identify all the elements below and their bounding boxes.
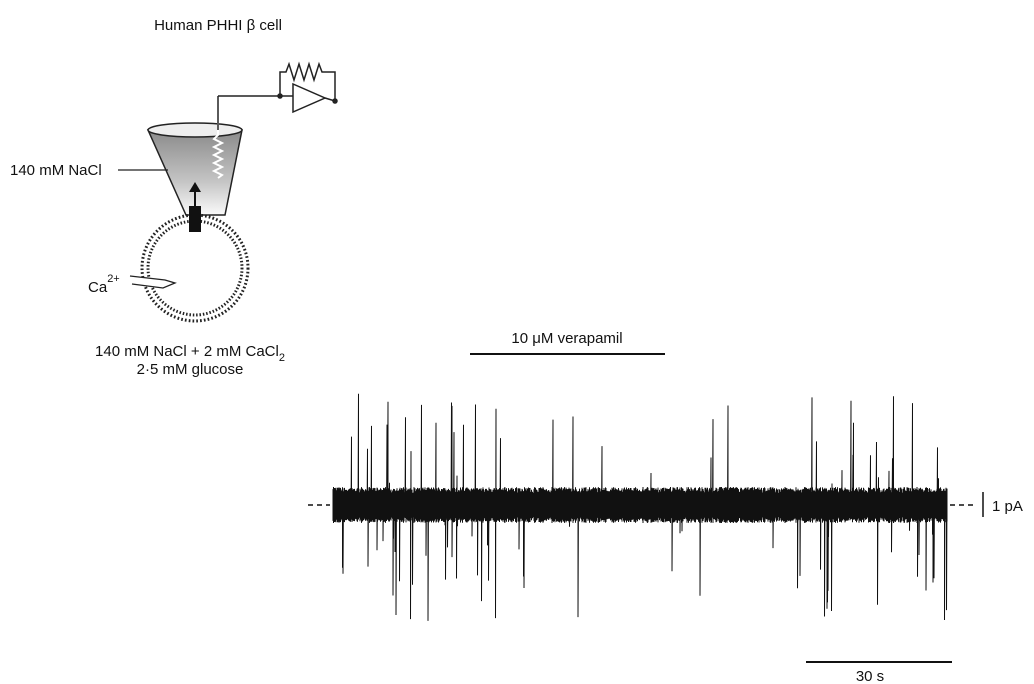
ion-base: Ca	[88, 279, 108, 296]
bath-solution-line2: 2·5 mM glucose	[137, 361, 244, 378]
current-trace	[333, 394, 947, 621]
time-scale-label: 30 s	[856, 668, 884, 684]
drug-label: 10 μM verapamil	[511, 330, 622, 347]
ion-charge: 2+	[107, 273, 120, 285]
bath-solution-subscript: 2	[279, 352, 285, 364]
figure: Human PHHI β cell 140 mM NaCl Ca2+ 140 m…	[0, 0, 1034, 684]
schematic-title: Human PHHI β cell	[154, 17, 282, 34]
current-scale-label: 1 pA	[992, 498, 1023, 515]
amplifier	[218, 64, 337, 112]
bath-solution-text: 140 mM NaCl + 2 mM CaCl	[95, 343, 279, 360]
pipette-solution-label: 140 mM NaCl	[10, 162, 102, 179]
ion-label: Ca2+	[88, 273, 120, 296]
